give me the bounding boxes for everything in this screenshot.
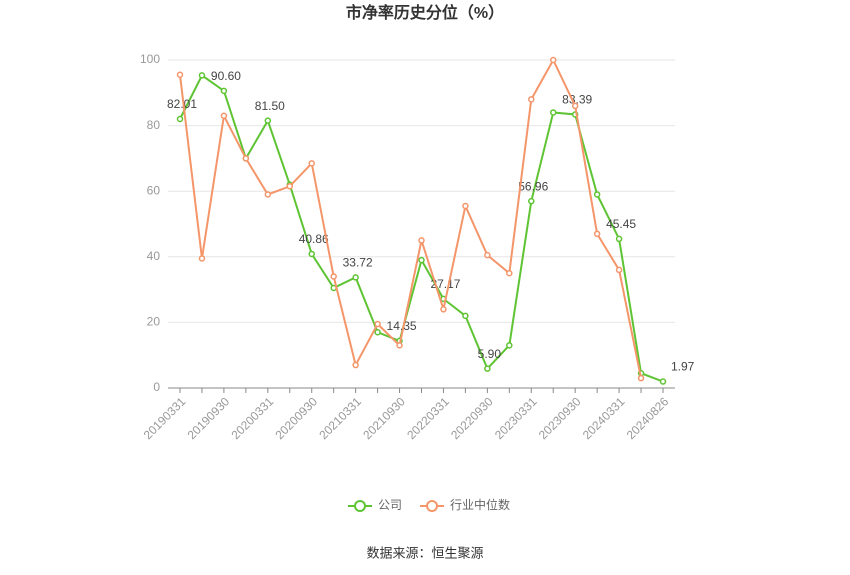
legend-marker xyxy=(354,500,366,512)
data-point xyxy=(352,274,359,281)
data-point xyxy=(220,87,228,95)
data-label: 40.86 xyxy=(299,232,329,246)
data-point xyxy=(418,256,425,264)
data-point xyxy=(396,342,403,349)
x-tick-label: 20230930 xyxy=(536,394,584,442)
legend-label: 行业中位数 xyxy=(450,497,510,512)
x-tick-label: 20200331 xyxy=(229,394,277,442)
series-line xyxy=(179,57,643,379)
data-point xyxy=(264,191,272,198)
data-point xyxy=(484,365,491,372)
x-tick-label: 20240331 xyxy=(580,394,628,442)
data-point xyxy=(352,361,359,369)
x-tick-label: 20220331 xyxy=(404,394,452,442)
data-point xyxy=(571,102,579,110)
x-tick-label: 20210930 xyxy=(360,394,408,442)
y-tick-label: 20 xyxy=(147,315,161,329)
x-tick-label: 20210331 xyxy=(316,394,364,442)
data-point xyxy=(506,269,513,277)
data-point xyxy=(308,160,315,167)
data-point xyxy=(462,312,469,320)
series-line xyxy=(179,73,664,383)
data-label: 33.72 xyxy=(343,256,373,270)
data-point xyxy=(462,202,469,210)
data-point xyxy=(242,155,250,162)
data-point xyxy=(484,251,491,259)
data-point xyxy=(506,342,513,349)
data-label: 56.96 xyxy=(518,179,548,193)
data-label: 45.45 xyxy=(606,217,636,231)
x-tick-label: 20190331 xyxy=(141,394,189,442)
legend-marker xyxy=(426,500,439,512)
y-tick-label: 0 xyxy=(153,380,160,394)
data-label: 5.90 xyxy=(478,347,502,361)
data-label: 27.17 xyxy=(430,277,460,291)
data-point xyxy=(198,72,206,79)
chart-title: 市净率历史分位（%） xyxy=(346,3,504,22)
data-point xyxy=(593,191,601,198)
data-point xyxy=(593,230,601,238)
data-point xyxy=(615,235,623,243)
data-point xyxy=(659,378,667,385)
x-tick-label: 20200930 xyxy=(272,394,320,442)
data-label: 1.97 xyxy=(671,360,695,374)
data-point xyxy=(308,250,315,258)
data-point xyxy=(264,117,272,124)
data-point xyxy=(549,109,557,116)
x-tick-label: 20230331 xyxy=(492,394,540,442)
data-point xyxy=(374,328,381,336)
x-tick-label: 20240826 xyxy=(624,394,672,442)
data-point xyxy=(220,112,228,120)
data-point xyxy=(374,320,381,328)
data-label: 82.01 xyxy=(167,97,197,111)
y-tick-label: 100 xyxy=(140,52,160,66)
data-point xyxy=(176,115,184,123)
data-label: 90.60 xyxy=(211,69,241,83)
data-point xyxy=(615,266,623,274)
data-point xyxy=(528,96,535,103)
data-point xyxy=(286,183,294,190)
source: 数据来源：恒生聚源 xyxy=(366,545,483,560)
data-point xyxy=(637,374,645,382)
data-label: 14.35 xyxy=(387,319,417,333)
y-tick-label: 80 xyxy=(147,118,161,132)
data-point xyxy=(528,197,535,205)
data-point xyxy=(330,273,337,280)
data-point xyxy=(176,71,184,79)
data-label: 81.50 xyxy=(255,99,285,113)
y-tick-label: 40 xyxy=(147,249,161,263)
legend-label: 公司 xyxy=(378,498,402,512)
x-tick-label: 20190930 xyxy=(185,394,233,442)
data-point xyxy=(418,237,425,244)
data-point xyxy=(440,306,447,313)
y-tick-label: 60 xyxy=(147,183,161,197)
data-point xyxy=(198,255,206,262)
x-tick-label: 20220930 xyxy=(448,394,496,442)
data-point xyxy=(549,56,557,64)
